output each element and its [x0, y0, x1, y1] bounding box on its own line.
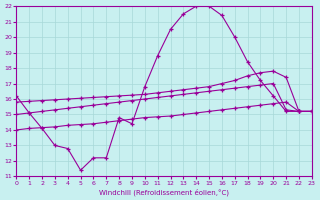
X-axis label: Windchill (Refroidissement éolien,°C): Windchill (Refroidissement éolien,°C) [99, 188, 229, 196]
